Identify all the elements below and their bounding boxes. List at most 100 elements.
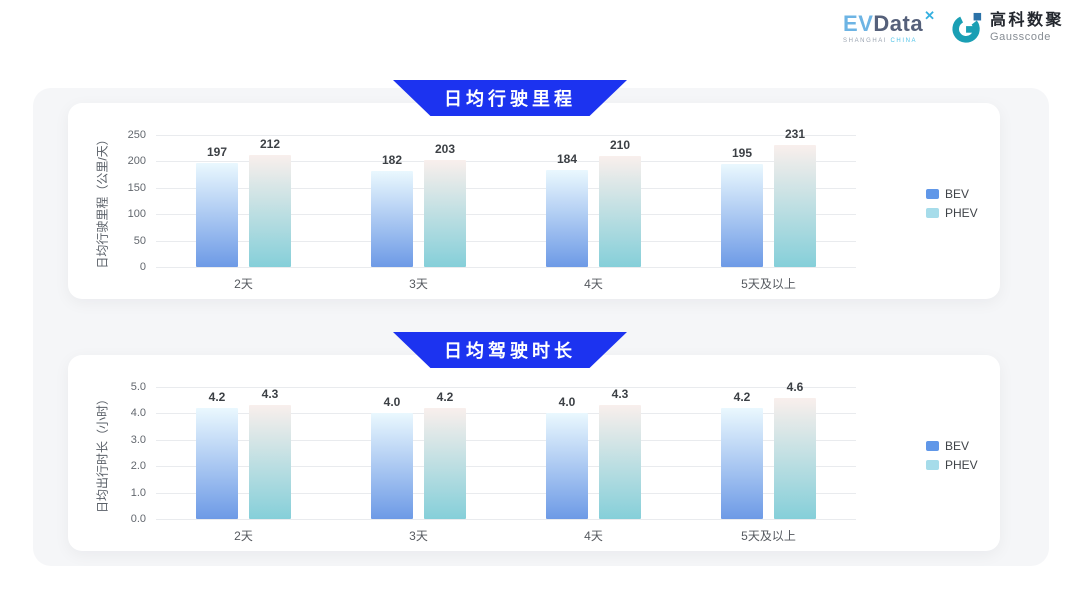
gausscode-en-label: Gausscode <box>989 30 1052 43</box>
legend-label: PHEV <box>945 458 978 472</box>
evdata-tagline: SHANGHAI CHINA <box>843 37 918 44</box>
bar-value-label: 182 <box>381 152 403 167</box>
legend-item-bev[interactable]: BEV <box>926 187 978 201</box>
bar-value-label: 197 <box>206 144 228 159</box>
bar-value-label: 184 <box>556 151 578 166</box>
bar-group: 195 231 5天及以上 <box>681 127 856 291</box>
legend-swatch <box>926 460 939 470</box>
y-axis-tick-label: 0.0 <box>130 513 146 525</box>
legend-label: BEV <box>945 439 970 453</box>
bar-value-label: 4.2 <box>733 390 751 405</box>
bar-group: 4.0 4.2 3天 <box>331 387 506 543</box>
header: EV Data ✕ SHANGHAI CHINA 高科数聚 Gausscode <box>843 9 1064 44</box>
bar-bev[interactable] <box>196 408 238 519</box>
gridline <box>156 161 856 163</box>
bar-phev[interactable] <box>599 156 641 267</box>
legend-swatch <box>926 189 939 199</box>
gridline <box>156 466 856 468</box>
evdata-logo-data: Data <box>873 10 924 36</box>
bar-bev[interactable] <box>721 408 763 519</box>
bar-group: 184 210 4天 <box>506 135 681 291</box>
gridline <box>156 214 856 216</box>
legend-swatch <box>926 441 939 451</box>
legend: BEV PHEV <box>926 439 978 472</box>
bar-bev[interactable] <box>371 413 413 519</box>
bar-value-label: 203 <box>434 141 456 156</box>
gridline <box>156 387 856 388</box>
legend-item-phev[interactable]: PHEV <box>926 458 978 472</box>
y-axis-tick-label: 1.0 <box>130 486 146 499</box>
bar-value-label: 195 <box>731 146 753 161</box>
y-axis-tick-label: 0 <box>139 261 146 273</box>
bar-group: 197 212 2天 <box>156 135 331 291</box>
y-axis-tick-label: 5.0 <box>130 381 146 393</box>
gridline <box>156 240 856 242</box>
gausscode-g-icon <box>952 12 982 43</box>
bar-value-label: 4.3 <box>611 387 629 402</box>
legend-label: BEV <box>945 187 970 201</box>
bar-bev[interactable] <box>196 162 238 267</box>
bar-group: 4.0 4.3 4天 <box>506 387 681 543</box>
duration-chart-banner: 日均驾驶时长 <box>393 332 627 368</box>
bar-group: 182 203 3天 <box>331 135 506 291</box>
bar-value-label: 212 <box>259 137 281 152</box>
bar-phev[interactable] <box>249 155 291 267</box>
x-axis-label: 2天 <box>234 277 253 291</box>
gridline <box>156 267 856 268</box>
gridline <box>156 413 856 415</box>
bar-phev[interactable] <box>774 145 816 267</box>
bar-value-label: 4.0 <box>558 395 576 410</box>
bar-value-label: 231 <box>784 127 806 142</box>
bar-value-label: 4.6 <box>786 379 804 394</box>
mileage-chart-card: 日均行驶里程（公里/天） 0 50 100 150 200 250 197 212 2天 182 2… <box>68 103 1000 299</box>
plot-area: 0 50 100 150 200 250 197 212 2天 182 203 3天 184 210 4天 1… <box>128 127 856 291</box>
gausscode-logo: 高科数聚 Gausscode <box>951 12 1064 44</box>
bar-bev[interactable] <box>546 169 588 267</box>
bar-value-label: 4.0 <box>383 395 401 410</box>
legend: BEV PHEV <box>926 187 978 220</box>
y-axis-tick-label: 4.0 <box>130 407 146 420</box>
plot-area: 0.0 1.0 2.0 3.0 4.0 5.0 4.2 4.3 2天 4.0 4.2 3天 4.0 4.3… <box>131 380 856 543</box>
dashboard-container: 日均行驶里程 日均行驶里程（公里/天） 0 50 100 150 200 250 197 21… <box>33 80 1049 566</box>
legend-label: PHEV <box>945 206 978 220</box>
x-axis-label: 5天及以上 <box>741 277 796 291</box>
bar-value-label: 4.2 <box>208 390 226 405</box>
bar-phev[interactable] <box>424 159 466 267</box>
gridline <box>156 492 856 494</box>
bar-bev[interactable] <box>371 170 413 267</box>
gridline <box>156 439 856 441</box>
legend-swatch <box>926 208 939 218</box>
bar-value-label: 4.3 <box>261 387 279 402</box>
evdata-x-icon: ✕ <box>924 7 935 23</box>
y-axis-tick-label: 50 <box>133 234 146 247</box>
bar-bev[interactable] <box>721 164 763 267</box>
bar-phev[interactable] <box>774 397 816 519</box>
evdata-logo: EV Data ✕ SHANGHAI CHINA <box>843 9 935 44</box>
bar-phev[interactable] <box>249 405 291 519</box>
mileage-chart-title: 日均行驶里程 <box>444 89 576 109</box>
x-axis-label: 2天 <box>234 529 253 543</box>
y-axis-tick-label: 250 <box>127 129 146 141</box>
bar-phev[interactable] <box>424 408 466 519</box>
bar-group: 4.2 4.3 2天 <box>156 387 331 543</box>
y-axis-tick-label: 200 <box>127 155 146 168</box>
gridline <box>156 187 856 189</box>
gausscode-cn-label: 高科数聚 <box>989 12 1064 30</box>
x-axis-label: 3天 <box>409 529 428 543</box>
duration-chart-title: 日均驾驶时长 <box>444 341 576 361</box>
x-axis-label: 5天及以上 <box>741 529 796 543</box>
legend-item-bev[interactable]: BEV <box>926 439 978 453</box>
y-axis-tick-label: 150 <box>127 181 146 194</box>
y-axis-tick-label: 100 <box>127 208 146 221</box>
y-axis-tick-label: 2.0 <box>130 460 146 473</box>
mileage-chart-banner: 日均行驶里程 <box>393 80 627 116</box>
duration-chart-card: 日均出行时长（小时） 0.0 1.0 2.0 3.0 4.0 5.0 4.2 4.3 2天 4.0… <box>68 355 1000 551</box>
x-axis-label: 3天 <box>409 277 428 291</box>
bar-value-label: 210 <box>609 138 631 153</box>
gridline <box>156 135 856 136</box>
legend-item-phev[interactable]: PHEV <box>926 206 978 220</box>
bar-phev[interactable] <box>599 405 641 519</box>
bar-bev[interactable] <box>546 413 588 519</box>
x-axis-label: 4天 <box>584 277 603 291</box>
bar-value-label: 4.2 <box>436 390 454 405</box>
